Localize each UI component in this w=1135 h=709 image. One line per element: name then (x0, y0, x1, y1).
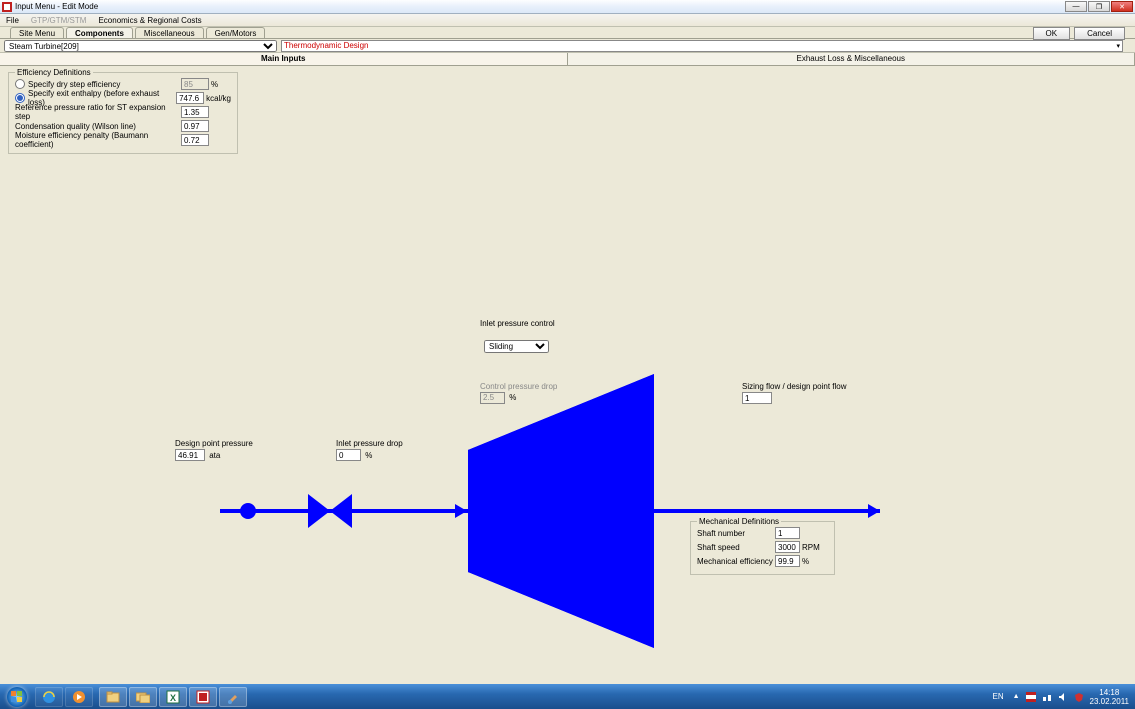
start-button[interactable] (0, 684, 34, 709)
field-shaft-speed[interactable] (775, 541, 800, 553)
label-mech-eff: Mechanical efficiency (697, 557, 775, 566)
label-inlet-pressure-control: Inlet pressure control (480, 319, 555, 328)
inlet-pressure-control-group: Inlet pressure control (480, 319, 555, 329)
task-explorer[interactable] (99, 687, 127, 707)
field-shaft-number[interactable] (775, 527, 800, 539)
ok-button[interactable]: OK (1033, 27, 1071, 40)
unit-shaft-speed: RPM (802, 543, 820, 552)
tray-clock[interactable]: 14:18 23.02.2011 (1090, 688, 1129, 706)
field-sizing-flow[interactable] (742, 392, 772, 404)
design-select[interactable]: Thermodynamic Design (281, 40, 1123, 52)
menu-file[interactable]: File (0, 16, 25, 25)
turbine-diagram (0, 66, 1135, 684)
minimize-button[interactable]: — (1065, 1, 1087, 12)
field-mech-eff[interactable] (775, 555, 800, 567)
label-shaft-number: Shaft number (697, 529, 775, 538)
tray-lang[interactable]: EN (989, 692, 1006, 701)
close-button[interactable]: ✕ (1111, 1, 1133, 12)
field-inlet-pressure-drop[interactable] (336, 449, 361, 461)
task-app[interactable] (189, 687, 217, 707)
inlet-pressure-drop-group: Inlet pressure drop % (336, 439, 403, 461)
tab-miscellaneous[interactable]: Miscellaneous (135, 27, 204, 38)
svg-text:X: X (170, 693, 176, 703)
tab-gen-motors[interactable]: Gen/Motors (206, 27, 266, 38)
titlebar: Input Menu - Edit Mode — ❐ ✕ (0, 0, 1135, 14)
content-area: Efficiency Definitions Specify dry step … (0, 66, 1135, 684)
cancel-button[interactable]: Cancel (1074, 27, 1125, 40)
inlet-pressure-control-select[interactable]: Sliding (484, 340, 549, 353)
tray-shield-icon[interactable] (1074, 692, 1084, 702)
unit-inlet-pressure-drop: % (365, 451, 372, 460)
menubar: File GTP/GTM/STM Economics & Regional Co… (0, 14, 1135, 27)
menu-econ[interactable]: Economics & Regional Costs (92, 16, 207, 25)
task-media[interactable] (65, 687, 93, 707)
subtab-exhaust[interactable]: Exhaust Loss & Miscellaneous (568, 53, 1135, 65)
task-explorer2[interactable] (129, 687, 157, 707)
tab-bar: Site Menu Components Miscellaneous Gen/M… (0, 27, 1135, 39)
label-inlet-pressure-drop: Inlet pressure drop (336, 439, 403, 448)
label-sizing-flow: Sizing flow / design point flow (742, 382, 847, 391)
tab-components[interactable]: Components (66, 27, 133, 38)
mechanical-definitions-fieldset: Mechanical Definitions Shaft number Shaf… (690, 521, 835, 575)
system-tray: EN ▲ 14:18 23.02.2011 (989, 688, 1135, 706)
tab-site-menu[interactable]: Site Menu (10, 27, 64, 38)
mech-legend: Mechanical Definitions (697, 517, 781, 526)
sizing-flow-group: Sizing flow / design point flow (742, 382, 847, 404)
unit-control-pressure-drop: % (509, 393, 516, 402)
dropdown-row: Steam Turbine[209] Thermodynamic Design (0, 39, 1135, 53)
tray-up-icon[interactable]: ▲ (1013, 693, 1020, 700)
label-control-pressure-drop: Control pressure drop (480, 382, 557, 391)
label-shaft-speed: Shaft speed (697, 543, 775, 552)
task-excel[interactable]: X (159, 687, 187, 707)
subtab-main-inputs[interactable]: Main Inputs (0, 53, 568, 65)
unit-mech-eff: % (802, 557, 809, 566)
component-select[interactable]: Steam Turbine[209] (4, 40, 277, 52)
task-paint[interactable] (219, 687, 247, 707)
taskbar: X EN ▲ 14:18 23.02.2011 (0, 684, 1135, 709)
unit-design-point-pressure: ata (209, 451, 220, 460)
inlet-pressure-control-select-wrap: Sliding (484, 340, 549, 353)
control-pressure-drop-group: Control pressure drop 2.5 % (480, 382, 557, 404)
subtab-row: Main Inputs Exhaust Loss & Miscellaneous (0, 53, 1135, 66)
design-point-pressure-group: Design point pressure ata (175, 439, 253, 461)
app-icon (2, 2, 12, 12)
task-ie[interactable] (35, 687, 63, 707)
label-design-point-pressure: Design point pressure (175, 439, 253, 448)
field-design-point-pressure[interactable] (175, 449, 205, 461)
tray-network-icon[interactable] (1042, 692, 1052, 702)
menu-gtp: GTP/GTM/STM (25, 16, 93, 25)
field-control-pressure-drop: 2.5 (480, 392, 505, 404)
tray-flag-icon[interactable] (1026, 692, 1036, 702)
maximize-button[interactable]: ❐ (1088, 1, 1110, 12)
tray-volume-icon[interactable] (1058, 692, 1068, 702)
window-title: Input Menu - Edit Mode (15, 2, 1065, 11)
